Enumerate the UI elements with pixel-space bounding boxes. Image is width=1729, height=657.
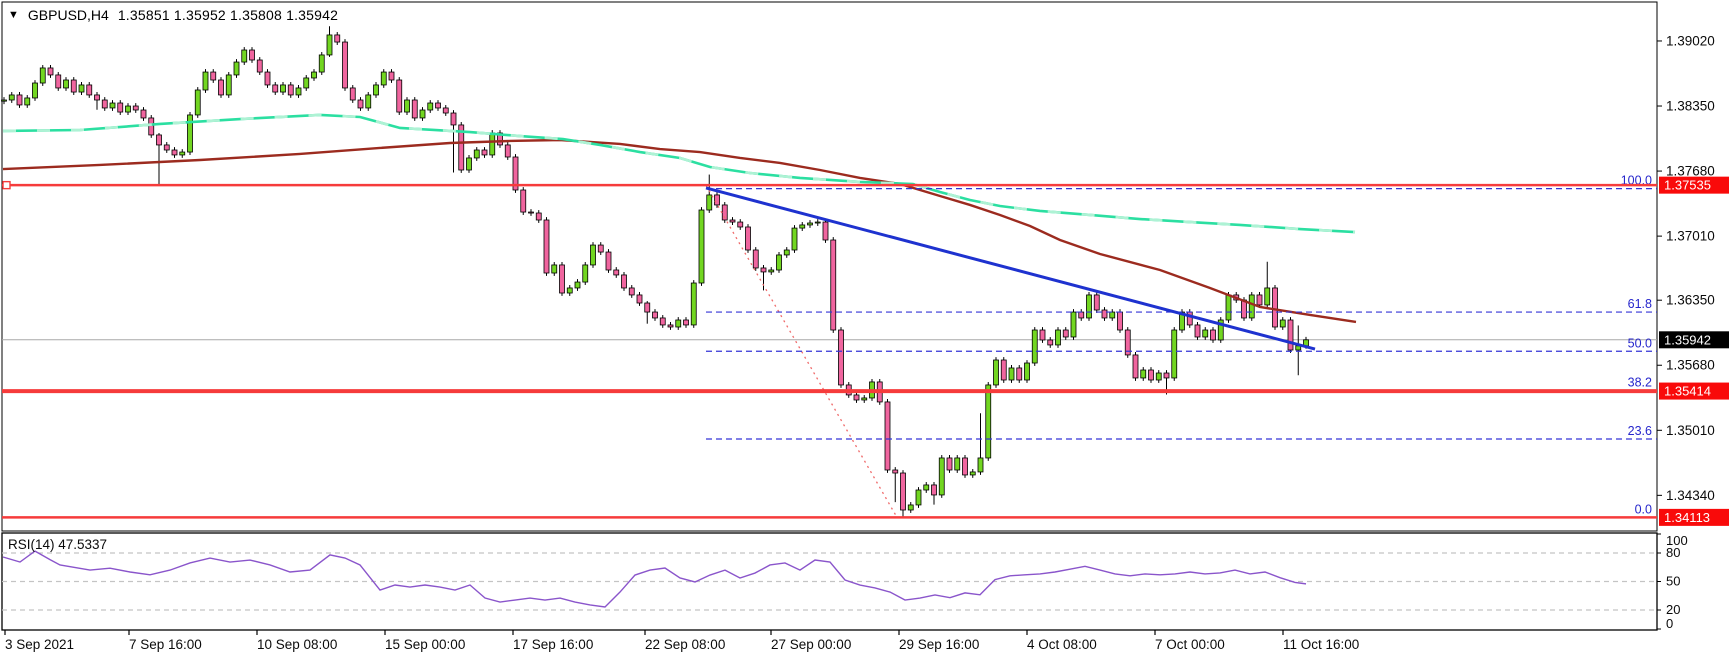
price-tag-current: 1.35942: [1659, 331, 1729, 349]
svg-text:1.37535: 1.37535: [1664, 178, 1711, 193]
ma-slow-line: [2, 138, 1357, 324]
svg-text:1.35942: 1.35942: [1664, 332, 1711, 347]
symbol-header[interactable]: ▼ GBPUSD,H4 1.35851 1.35952 1.35808 1.35…: [8, 7, 338, 23]
rsi-axis-label: 50: [1666, 574, 1680, 589]
rsi-line: [2, 550, 1307, 608]
hline-handle: [2, 180, 11, 190]
price-axis-tick-label: 1.34340: [1666, 488, 1715, 503]
chevron-down-icon[interactable]: ▼: [8, 8, 19, 21]
ohlc-values: 1.35851 1.35952 1.35808 1.35942: [117, 7, 339, 23]
ma-lines-layer: [2, 113, 1357, 324]
rsi-axis-label: 100: [1666, 533, 1688, 548]
fib-diagonal-line: [705, 184, 898, 518]
time-axis-label: 11 Oct 16:00: [1283, 637, 1359, 652]
time-axis-label: 7 Sep 16:00: [129, 637, 202, 652]
svg-text:1.34113: 1.34113: [1664, 510, 1710, 525]
horizontal-lines[interactable]: [2, 180, 1657, 519]
fib-level-label: 0.0: [1635, 502, 1652, 516]
price-axis-tick-label: 1.39020: [1666, 33, 1715, 48]
fib-level-label: 38.2: [1628, 375, 1652, 389]
rsi-axis-label: 20: [1666, 602, 1680, 617]
fib-level-label: 61.8: [1628, 297, 1652, 311]
price-axis-tick-label: 1.37680: [1666, 164, 1715, 179]
rsi-axis-label: 0: [1666, 616, 1673, 631]
candles-layer: [1, 26, 1309, 517]
fib-level-label: 50.0: [1628, 336, 1652, 350]
time-axis-label: 3 Sep 2021: [5, 637, 74, 652]
time-axis-label: 15 Sep 00:00: [385, 637, 465, 652]
time-axis-label: 29 Sep 16:00: [899, 637, 979, 652]
svg-text:1.35414: 1.35414: [1664, 384, 1711, 399]
price-axis[interactable]: 1.39020 1.38350 1.37680 1.37010 1.36350 1.356…: [1657, 33, 1715, 503]
rsi-axis-label: 80: [1666, 545, 1680, 560]
fib-level-label: 23.6: [1628, 424, 1652, 438]
time-axis-label: 4 Oct 08:00: [1027, 637, 1097, 652]
time-axis-label: 17 Sep 16:00: [513, 637, 593, 652]
price-tag-red: 1.37535: [1659, 176, 1729, 194]
main-pane-border: [1, 1, 1658, 532]
time-axis-label: 22 Sep 08:00: [645, 637, 725, 652]
price-axis-tick-label: 1.38350: [1666, 99, 1715, 114]
time-axis-label: 10 Sep 08:00: [257, 637, 337, 652]
price-tag-red: 1.35414: [1659, 382, 1729, 400]
price-axis-tick-label: 1.35010: [1666, 423, 1715, 438]
price-tag-red: 1.34113: [1659, 508, 1729, 526]
ma-fast-line: [2, 113, 1356, 234]
trendline[interactable]: [705, 186, 1316, 351]
price-axis-tick-label: 1.37010: [1666, 229, 1715, 244]
time-axis[interactable]: 3 Sep 2021 7 Sep 16:00 10 Sep 08:00 15 Sep …: [4, 630, 1359, 652]
price-axis-tick-label: 1.35680: [1666, 358, 1715, 373]
price-axis-tick-label: 1.36350: [1666, 293, 1715, 308]
time-axis-label: 7 Oct 00:00: [1155, 637, 1225, 652]
symbol-title: GBPUSD,H4: [27, 7, 109, 23]
rsi-indicator-label: RSI(14) 47.5337: [8, 537, 107, 552]
time-axis-label: 27 Sep 00:00: [771, 637, 851, 652]
